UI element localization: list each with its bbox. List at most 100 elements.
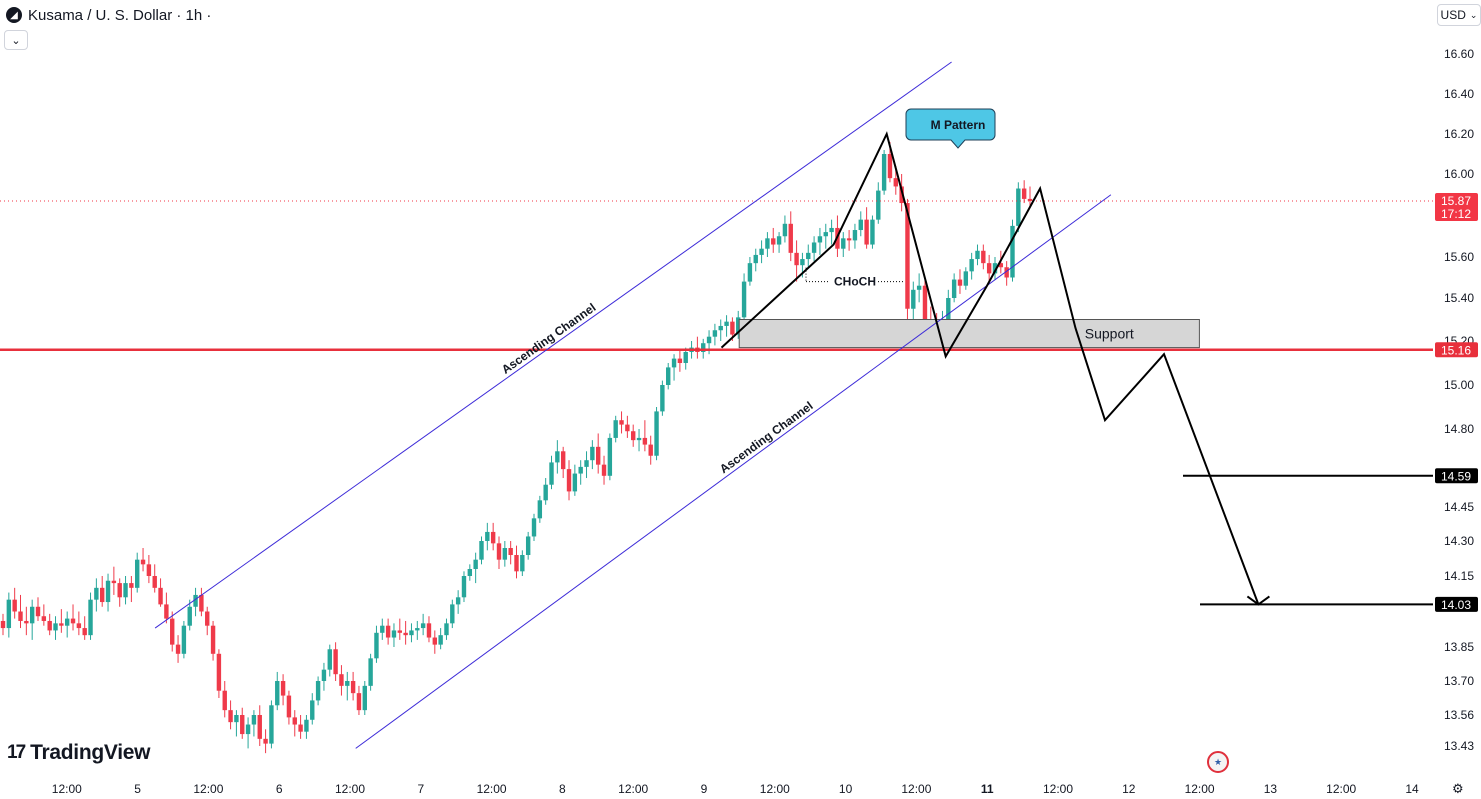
candle — [199, 594, 204, 612]
candle — [981, 250, 986, 264]
candle — [339, 674, 344, 686]
candle — [841, 238, 846, 249]
y-tick-label: 15.40 — [1444, 291, 1474, 305]
x-tick-label: 13 — [1264, 782, 1278, 796]
candle — [234, 715, 239, 723]
candle — [280, 681, 286, 696]
candle — [683, 352, 688, 363]
candle — [724, 321, 729, 326]
candle — [275, 681, 280, 706]
support-price-tag: 15.16 — [1441, 343, 1471, 357]
candle — [455, 597, 461, 605]
target-price-tag: 14.59 — [1441, 469, 1471, 483]
candle — [222, 690, 227, 711]
tradingview-logo[interactable]: 17 TradingView — [7, 741, 150, 765]
candle — [304, 719, 309, 732]
candle — [158, 587, 163, 605]
candle — [800, 259, 805, 266]
x-tick-label: 9 — [701, 782, 708, 796]
candle — [35, 606, 41, 617]
candle — [415, 628, 420, 631]
channel-lower-label: Ascending Channel — [717, 399, 816, 477]
y-tick-label: 14.15 — [1444, 569, 1474, 583]
candle — [852, 230, 858, 241]
candle — [298, 724, 303, 732]
candle — [537, 500, 543, 519]
candle — [701, 343, 706, 352]
candle — [870, 219, 875, 245]
candle — [170, 618, 175, 645]
candle — [1027, 198, 1033, 201]
currency-label: USD — [1440, 8, 1466, 22]
candle — [642, 437, 648, 445]
symbol-title[interactable]: Kusama / U. S. Dollar · 1h · — [28, 6, 212, 24]
support-price-tag-bg — [1435, 342, 1478, 358]
chart-header: ◢ Kusama / U. S. Dollar · 1h · — [6, 5, 211, 25]
candle — [310, 700, 315, 720]
collapse-legend-button[interactable]: ⌄ — [4, 30, 28, 50]
candle — [0, 620, 6, 629]
candle — [146, 564, 152, 576]
candle — [461, 576, 467, 598]
candle — [654, 411, 659, 456]
target-price-tag-bg — [1435, 468, 1478, 484]
candle — [922, 285, 928, 320]
candle — [601, 464, 607, 476]
candle — [525, 536, 531, 555]
channel-upper-line — [154, 61, 952, 629]
candle — [508, 548, 513, 555]
candle — [607, 437, 613, 476]
channel-upper-label: Ascending Channel — [499, 300, 598, 376]
currency-button[interactable]: USD ⌄ — [1437, 4, 1481, 26]
candle — [257, 715, 262, 739]
x-tick-label: 8 — [559, 782, 566, 796]
candle — [595, 446, 601, 465]
candle — [47, 620, 52, 631]
candle — [263, 738, 268, 744]
settings-gear-icon[interactable]: ⚙ — [1452, 781, 1464, 796]
candle — [520, 555, 525, 572]
y-tick-label: 13.43 — [1444, 739, 1474, 753]
candle — [560, 451, 566, 470]
candle — [18, 611, 23, 621]
candle — [566, 469, 572, 492]
candle — [41, 616, 47, 621]
chevron-down-icon: ⌄ — [11, 34, 21, 47]
candle — [876, 190, 881, 220]
projected-path — [720, 131, 1260, 605]
candle — [572, 473, 578, 492]
candle — [53, 623, 58, 631]
choch-label: CHoCH — [834, 275, 876, 289]
candle — [420, 623, 426, 629]
candle — [1004, 267, 1009, 278]
support-zone — [738, 319, 1200, 349]
candle — [531, 518, 537, 537]
candle — [397, 630, 402, 633]
candle — [29, 606, 35, 624]
candle — [496, 543, 502, 560]
current-price-tag: 15.87 — [1441, 194, 1471, 208]
candle — [140, 559, 146, 565]
us-flag-icon[interactable]: ★ — [1207, 751, 1229, 773]
y-tick-label: 15.00 — [1444, 378, 1474, 392]
y-tick-label: 16.20 — [1444, 127, 1474, 141]
candle — [788, 223, 793, 253]
candle — [660, 385, 665, 412]
x-tick-label: 5 — [134, 782, 141, 796]
candle — [1016, 188, 1021, 226]
candle — [636, 437, 642, 441]
candle — [129, 583, 134, 588]
x-tick-label: 6 — [276, 782, 283, 796]
candle — [666, 367, 671, 385]
candle — [543, 484, 548, 501]
candle — [385, 625, 391, 638]
candle — [70, 618, 76, 624]
candle — [485, 531, 490, 541]
y-tick-label: 14.30 — [1444, 534, 1474, 548]
candle — [175, 644, 181, 654]
candle — [1010, 225, 1015, 278]
target-price-tag-bg — [1435, 596, 1478, 612]
candle — [905, 203, 910, 309]
candle — [105, 580, 111, 603]
